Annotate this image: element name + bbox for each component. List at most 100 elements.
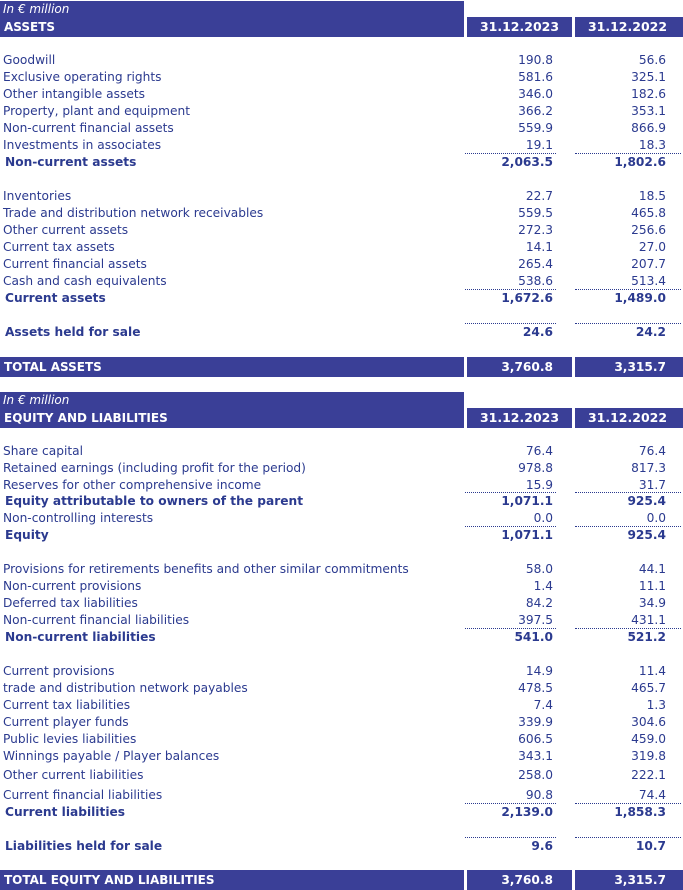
header-divider [572,17,575,37]
subtotal-rule [465,628,556,629]
total-equity-liabilities-label: TOTAL EQUITY AND LIABILITIES [4,873,215,887]
row-label: trade and distribution network payables [3,681,248,695]
subtotal-rule [575,323,681,324]
liabilities-unit-label: In € million [0,392,464,409]
total-divider [464,870,467,890]
value-2022: 44.1 [638,562,666,576]
row-label: Share capital [3,444,83,458]
subtotal-rule [575,803,681,804]
row-label: Investments in associates [3,138,162,152]
value-2023: 190.8 [518,53,553,67]
subtotal-label: Equity [5,528,49,542]
subtotal-2022: 925.4 [627,528,666,542]
value-2023: 272.3 [518,223,553,237]
total-equity-liabilities-bar: TOTAL EQUITY AND LIABILITIES 3,760.8 3,3… [0,870,683,890]
subtotal-2023: 1,071.1 [501,528,553,542]
total-assets-label: TOTAL ASSETS [4,360,102,374]
assets-col-2022: 31.12.2022 [587,19,668,34]
row-label: Other current liabilities [3,768,144,782]
subtotal-2023: 2,063.5 [501,155,553,169]
subtotal-rule [465,153,556,154]
liabilities-section-title: EQUITY AND LIABILITIES [4,411,168,425]
total-assets-bar: TOTAL ASSETS 3,760.8 3,315.7 [0,357,683,377]
assets-header-bar: ASSETS 31.12.2023 31.12.2022 [0,17,683,37]
value-2023: 14.9 [525,664,553,678]
assets-col-2023: 31.12.2023 [479,19,560,34]
row-label: Retained earnings (including profit for … [3,461,306,475]
value-2023: 258.0 [518,768,553,782]
value-2022: 222.1 [631,768,666,782]
value-2023: 22.7 [525,189,553,203]
subtotal-2023: 541.0 [514,630,553,644]
subtotal-rule [465,323,556,324]
value-2023: 559.5 [518,206,553,220]
value-2022: 465.8 [631,206,666,220]
total-equity-liabilities-2022: 3,315.7 [614,873,666,887]
row-label: Current financial liabilities [3,788,163,802]
value-2023: 14.1 [525,240,553,254]
subtotal-rule [575,289,681,290]
value-2023: 978.8 [518,461,553,475]
value-2022: 56.6 [638,53,666,67]
row-label: Current tax liabilities [3,698,131,712]
value-2023: 581.6 [518,70,553,84]
value-2022: 207.7 [631,257,666,271]
header-divider [464,17,467,37]
subtotal-2022: 521.2 [627,630,666,644]
value-2022: 353.1 [631,104,666,118]
value-2022: 817.3 [631,461,666,475]
value-2023: 397.5 [518,613,553,627]
total-assets-2023: 3,760.8 [501,360,553,374]
subtotal-label: Equity attributable to owners of the par… [5,494,304,508]
value-2022: 431.1 [631,613,666,627]
subtotal-2022: 1,802.6 [614,155,666,169]
held-for-sale-2022: 10.7 [635,839,666,853]
value-2023: 90.8 [525,788,553,802]
held-for-sale-2023: 24.6 [522,325,553,339]
value-2022: 465.7 [631,681,666,695]
value-2023: 76.4 [525,444,553,458]
value-2022: 325.1 [631,70,666,84]
value-2022: 0.0 [646,511,666,525]
liabilities-col-2023: 31.12.2023 [479,410,560,425]
value-2023: 606.5 [518,732,553,746]
value-2022: 34.9 [638,596,666,610]
row-label: Non-current provisions [3,579,142,593]
subtotal-label: Non-current assets [5,155,137,169]
subtotal-2022: 925.4 [627,494,666,508]
row-label: Non-current financial assets [3,121,174,135]
value-2022: 866.9 [631,121,666,135]
row-label: Cash and cash equivalents [3,274,167,288]
value-2023: 339.9 [518,715,553,729]
row-label: Current financial assets [3,257,147,271]
subtotal-2023: 1,672.6 [501,291,553,305]
subtotal-rule [575,492,681,493]
value-2022: 31.7 [638,478,666,492]
value-2022: 304.6 [631,715,666,729]
subtotal-label: Current liabilities [5,805,126,819]
subtotal-2022: 1,858.3 [614,805,666,819]
value-2022: 319.8 [631,749,666,763]
subtotal-rule [575,628,681,629]
value-2022: 182.6 [631,87,666,101]
value-2022: 256.6 [631,223,666,237]
value-2023: 366.2 [518,104,553,118]
held-for-sale-2022: 24.2 [635,325,666,339]
subtotal-rule [575,526,681,527]
row-label: Non-current financial liabilities [3,613,190,627]
subtotal-rule [575,153,681,154]
value-2023: 538.6 [518,274,553,288]
row-label: Current tax assets [3,240,115,254]
row-label: Exclusive operating rights [3,70,162,84]
value-2022: 1.3 [646,698,666,712]
row-label: Public levies liabilities [3,732,137,746]
total-equity-liabilities-2023: 3,760.8 [501,873,553,887]
liabilities-col-2022: 31.12.2022 [587,410,668,425]
row-label: Provisions for retirements benefits and … [3,562,409,576]
total-divider [572,870,575,890]
subtotal-rule [465,492,556,493]
value-2023: 265.4 [518,257,553,271]
value-2022: 513.4 [631,274,666,288]
value-2023: 84.2 [525,596,553,610]
